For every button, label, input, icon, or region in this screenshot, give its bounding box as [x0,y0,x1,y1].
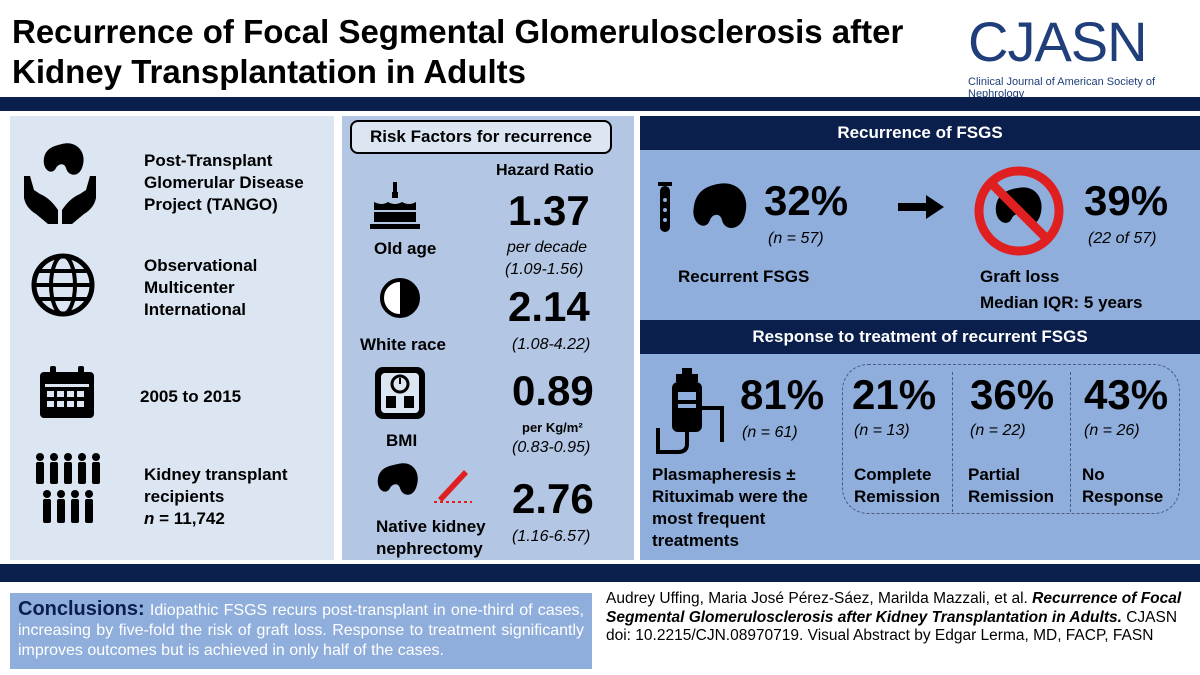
study-source-text: Post-Transplant Glomerular Disease Proje… [144,151,304,214]
complete-remission-n: (n = 13) [854,422,910,439]
hazard-ratio-label: Hazard Ratio [496,162,594,179]
partial-remission-n: (n = 22) [970,422,1026,439]
kidney-hands-icon [18,138,102,230]
conclusions-box: Conclusions: Idiopathic FSGS recurs post… [10,593,592,669]
no-response-pct: 43% [1084,371,1169,418]
risk-factor-white-race: White race [360,335,446,354]
partial-remission-label: Partial Remission [968,465,1054,506]
people-icon [32,452,106,526]
plasmapheresis-icon [654,368,734,458]
journal-logo: CJASN [968,10,1148,73]
hr-ci-nephrectomy: (1.16-6.57) [512,528,591,545]
graft-loss-label: Graft loss [980,267,1060,286]
hr-ci-bmi: (0.83-0.95) [512,439,591,456]
hr-value-white-race: 2.14 [508,283,590,330]
response-header: Response to treatment of recurrent FSGS [640,320,1200,354]
risk-factor-old-age: Old age [374,239,437,258]
conclusions-label: Conclusions: [18,598,145,620]
graft-loss-median: Median IQR: 5 years [980,293,1143,312]
citation-authors: Audrey Uffing, Maria José Pérez-Sáez, Ma… [606,590,1028,607]
bottom-divider-band [0,564,1200,582]
graft-loss-n: (22 of 57) [1088,230,1157,247]
recurrent-pct: 32% [764,177,849,224]
study-period-text: 2005 to 2015 [140,387,242,406]
citation: Audrey Uffing, Maria José Pérez-Sáez, Ma… [606,590,1200,646]
recurrence-header: Recurrence of FSGS [640,116,1200,150]
no-kidney-icon [972,164,1066,258]
globe-icon [30,252,96,318]
kidney-scalpel-icon [376,460,476,506]
page-title: Recurrence of Focal Segmental Glomerulos… [12,13,904,90]
outcomes-box [842,364,1180,514]
recurrent-label: Recurrent FSGS [678,267,810,286]
hr-value-old-age: 1.37 [508,187,590,234]
outcome-divider-2 [1070,372,1071,512]
hr-value-nephrectomy: 2.76 [512,475,594,522]
study-design-text: Observational Multicenter International [144,256,258,319]
risk-header: Risk Factors for recurrence [350,120,612,154]
calendar-icon [38,366,96,420]
treatment-description: Plasmapheresis ± Rituximab were the most… [652,465,808,550]
top-divider-band [0,97,1200,111]
complete-remission-label: Complete Remission [854,465,940,506]
cake-icon [370,180,420,230]
n-value: = 11,742 [159,509,225,528]
study-panel [10,116,334,560]
hr-ci-old-age: (1.09-1.56) [505,261,584,278]
scale-icon [374,366,426,420]
outcome-divider-1 [952,372,953,512]
hr-note-bmi: per Kg/m² [522,420,583,435]
population-text: Kidney transplant recipients n = 11,742 [144,465,288,528]
n-label: n [144,509,155,528]
complete-remission-pct: 21% [852,371,937,418]
conclusions-text: Idiopathic FSGS recurs post-transplant i… [18,602,584,659]
citation-title: Recurrence of Focal Segmental Glomerulos… [606,590,1182,626]
graft-loss-pct: 39% [1084,177,1169,224]
hr-note-old-age: per decade [507,239,588,256]
treated-n: (n = 61) [742,424,798,441]
citation-rest: CJASN doi: 10.2215/CJN.08970719. Visual … [606,608,1178,645]
arrow-right-icon [898,195,944,219]
half-circle-icon [378,276,422,320]
risk-factor-bmi: BMI [386,431,418,450]
no-response-label: No Response [1082,465,1164,506]
hr-ci-white-race: (1.08-4.22) [512,336,591,353]
partial-remission-pct: 36% [970,371,1055,418]
recurrent-n: (n = 57) [768,230,824,247]
test-tube-kidney-icon [656,178,756,244]
risk-factor-nephrectomy: Native kidney nephrectomy [376,517,486,558]
hr-value-bmi: 0.89 [512,367,594,414]
treated-pct: 81% [740,371,825,418]
no-response-n: (n = 26) [1084,422,1140,439]
